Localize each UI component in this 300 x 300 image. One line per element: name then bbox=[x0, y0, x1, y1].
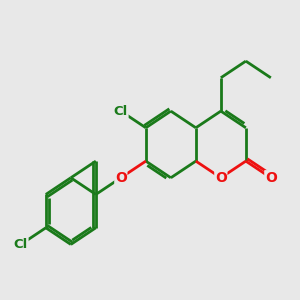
Text: O: O bbox=[265, 171, 277, 185]
Text: O: O bbox=[215, 171, 227, 185]
Text: Cl: Cl bbox=[114, 105, 128, 118]
Text: Cl: Cl bbox=[14, 238, 28, 251]
Text: O: O bbox=[115, 171, 127, 185]
